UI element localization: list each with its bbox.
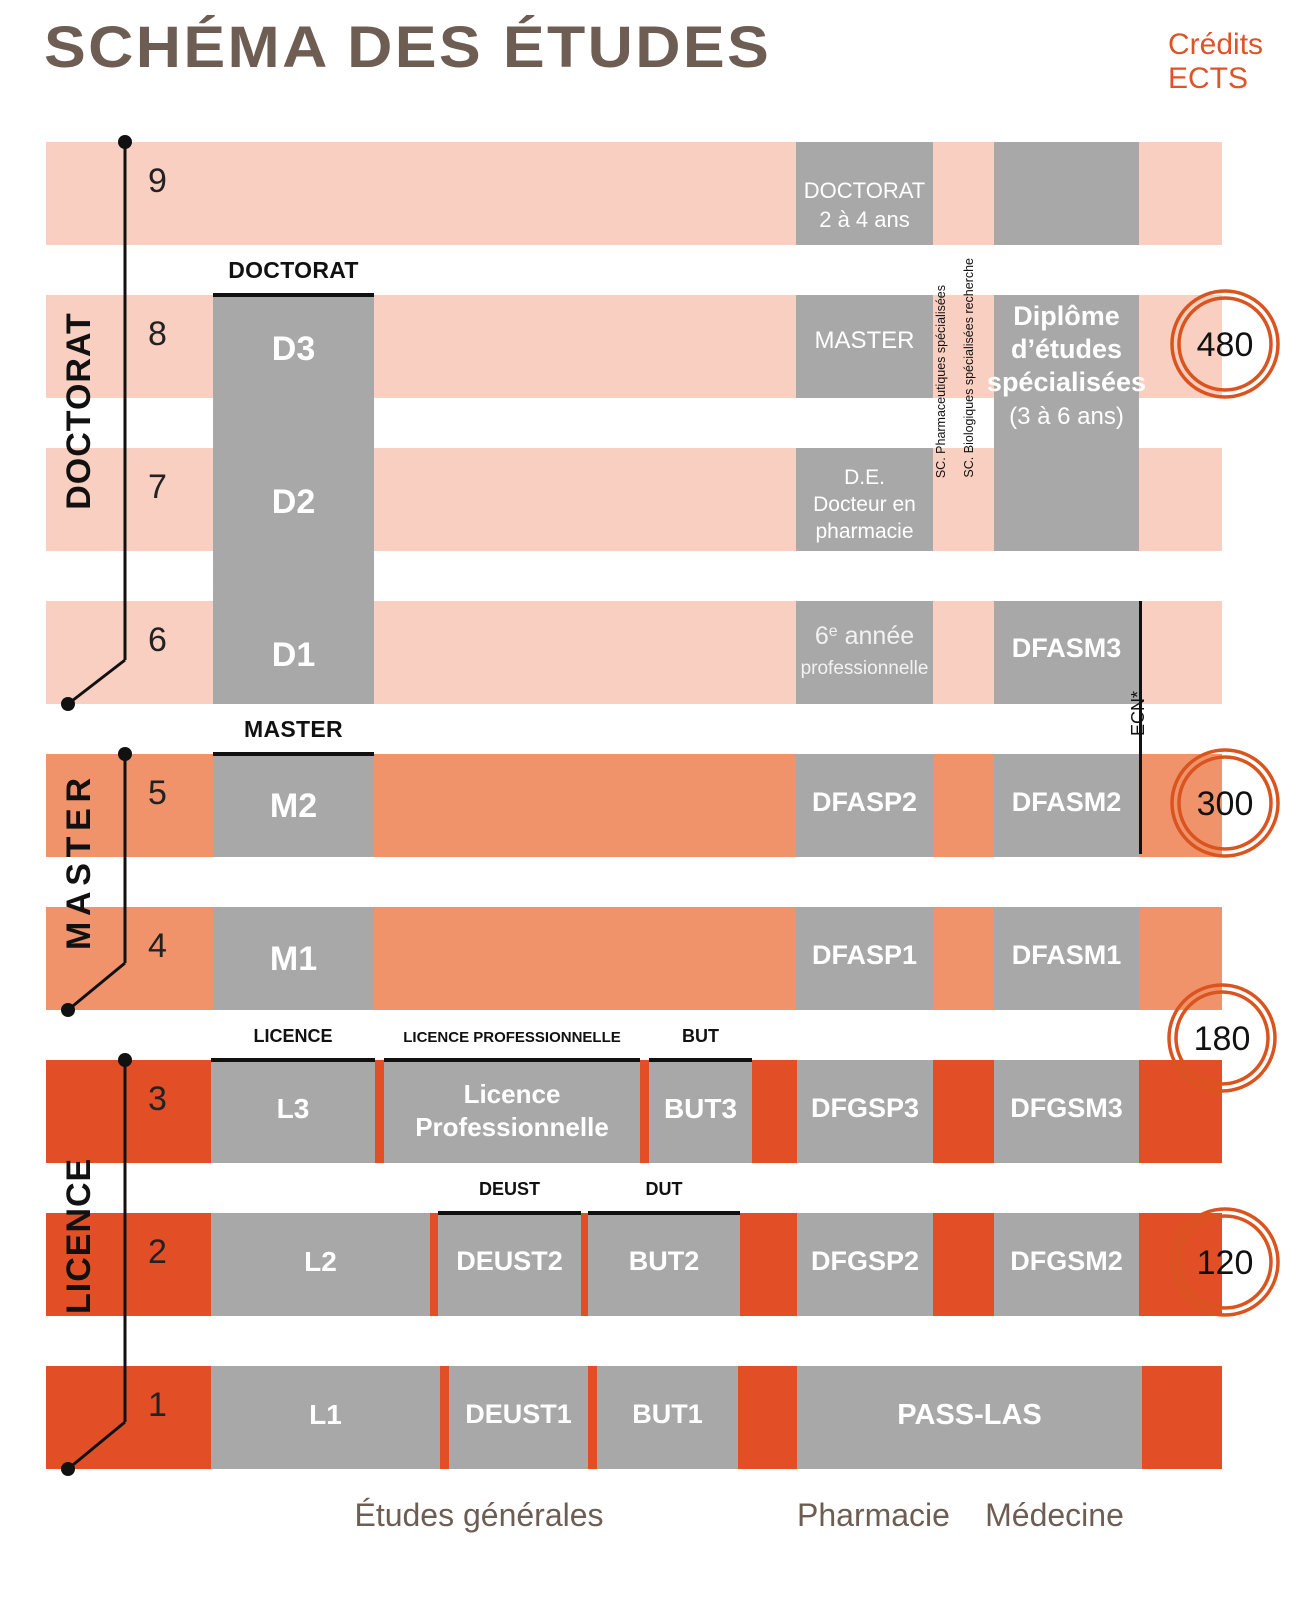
svg-text:480: 480 [1197, 326, 1254, 364]
svg-text:120: 120 [1197, 1244, 1254, 1282]
svg-text:180: 180 [1194, 1020, 1251, 1058]
svg-text:300: 300 [1197, 785, 1254, 823]
